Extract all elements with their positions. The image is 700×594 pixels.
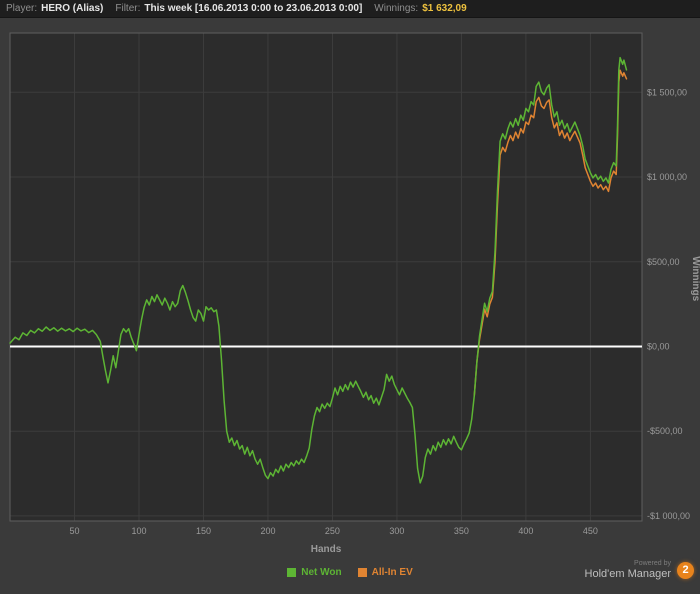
x-tick-label: 200 [260, 526, 275, 536]
x-tick-label: 300 [389, 526, 404, 536]
x-axis-title: Hands [311, 544, 342, 555]
x-tick-label: 250 [325, 526, 340, 536]
plot-area [10, 33, 642, 521]
x-tick-label: 150 [196, 526, 211, 536]
net-won-line [9, 56, 628, 484]
winnings-value: $1 632,09 [422, 3, 467, 14]
y-tick-label: -$1 000,00 [647, 511, 690, 521]
winnings-chart: 50 100 150 200 250 300 350 400 450 $1 500,00 $1 00… [9, 32, 700, 555]
winnings-label: Winnings: [374, 3, 419, 14]
y-tick-label: $500,00 [647, 257, 680, 267]
legend-item-net-won: Net Won [287, 567, 342, 578]
player-label: Player: [6, 3, 38, 14]
all-in-ev-legend-label: All-In EV [371, 567, 413, 578]
filter-value[interactable]: This week [16.06.2013 0:00 to 23.06.2013… [144, 3, 363, 14]
x-tick-label: 350 [454, 526, 469, 536]
x-tick-label: 50 [69, 526, 79, 536]
x-tick-label: 100 [131, 526, 146, 536]
net-won-swatch-icon [287, 568, 297, 577]
powered-by-text: Powered by [634, 560, 671, 567]
player-value: HERO (Alias) [41, 3, 104, 14]
y-tick-label: $1 500,00 [647, 87, 687, 97]
legend-item-all-in-ev: All-In EV [357, 567, 413, 578]
net-won-legend-label: Net Won [301, 567, 342, 578]
y-tick-label: -$500,00 [647, 426, 683, 436]
y-tick-label: $0,00 [647, 341, 670, 351]
holdem-manager-2-logo-icon: 2 [677, 561, 694, 579]
holdem-manager-brand-text: Hold'em Manager [584, 568, 671, 581]
x-tick-label: 450 [583, 526, 598, 536]
y-axis-title: Winnings [690, 256, 700, 301]
y-tick-label: $1 000,00 [647, 172, 687, 182]
powered-by-branding: Powered by Hold'em Manager 2 [585, 560, 694, 581]
title-bar: Player: HERO (Alias) Filter: This week [… [0, 0, 700, 18]
filter-label: Filter: [115, 3, 141, 14]
all-in-ev-swatch-icon [357, 568, 367, 577]
plot-border [9, 32, 643, 522]
chart-legend: Net Won All-In EV [0, 567, 700, 578]
all-in-ev-line [473, 69, 628, 397]
x-tick-label: 400 [518, 526, 533, 536]
